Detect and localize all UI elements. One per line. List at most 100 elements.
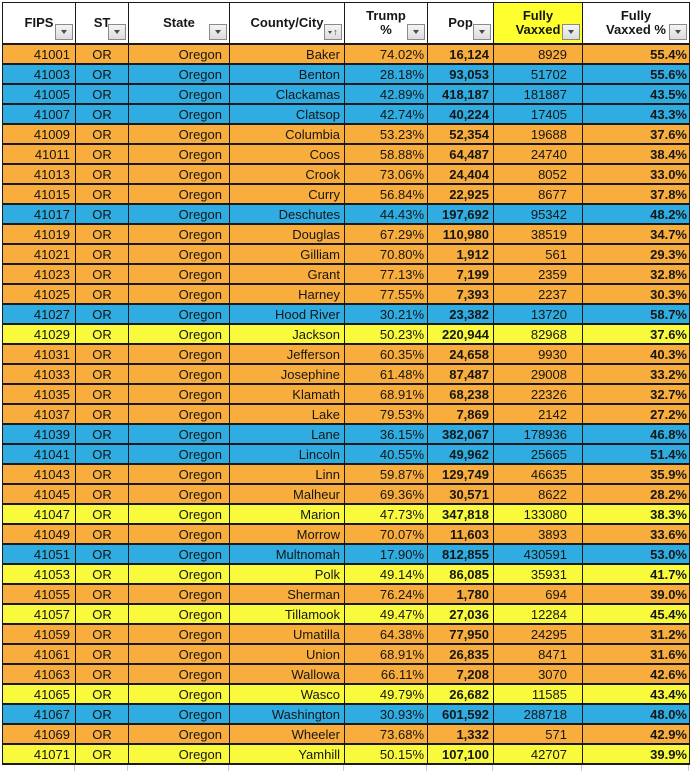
cell-county[interactable]: Union — [230, 645, 345, 665]
cell-st[interactable]: OR — [76, 225, 129, 245]
cell-st[interactable]: OR — [76, 85, 129, 105]
cell-county[interactable]: Wallowa — [230, 665, 345, 685]
cell-state[interactable]: Oregon — [129, 525, 230, 545]
cell-county[interactable]: Grant — [230, 265, 345, 285]
cell-st[interactable]: OR — [76, 45, 129, 65]
cell-county[interactable]: Lincoln — [230, 445, 345, 465]
cell-st[interactable]: OR — [76, 425, 129, 445]
cell-vaxxed_pct[interactable]: 40.3% — [583, 345, 690, 365]
cell-state[interactable]: Oregon — [129, 425, 230, 445]
cell-vaxxed[interactable]: 694 — [494, 585, 583, 605]
cell-st[interactable]: OR — [76, 365, 129, 385]
cell-fips[interactable]: 41023 — [3, 265, 76, 285]
cell-state[interactable]: Oregon — [129, 465, 230, 485]
cell-trump[interactable]: 42.74% — [345, 105, 428, 125]
cell-fips[interactable]: 41031 — [3, 345, 76, 365]
cell-vaxxed[interactable]: 8622 — [494, 485, 583, 505]
cell-vaxxed[interactable]: 19688 — [494, 125, 583, 145]
cell-county[interactable]: Curry — [230, 185, 345, 205]
cell-trump[interactable]: 70.80% — [345, 245, 428, 265]
cell-county[interactable]: Hood River — [230, 305, 345, 325]
cell-st[interactable]: OR — [76, 325, 129, 345]
cell-vaxxed[interactable]: 42707 — [494, 745, 583, 765]
cell-trump[interactable]: 50.15% — [345, 745, 428, 765]
cell-trump[interactable]: 56.84% — [345, 185, 428, 205]
cell-trump[interactable]: 74.02% — [345, 45, 428, 65]
cell-state[interactable]: Oregon — [129, 365, 230, 385]
cell-county[interactable]: Morrow — [230, 525, 345, 545]
cell-state[interactable]: Oregon — [129, 625, 230, 645]
cell-vaxxed_pct[interactable]: 41.7% — [583, 565, 690, 585]
cell-st[interactable]: OR — [76, 605, 129, 625]
cell-pop[interactable]: 24,658 — [428, 345, 494, 365]
cell-vaxxed_pct[interactable]: 35.9% — [583, 465, 690, 485]
cell-county[interactable]: Crook — [230, 165, 345, 185]
cell-vaxxed_pct[interactable]: 45.4% — [583, 605, 690, 625]
cell-vaxxed[interactable]: 288718 — [494, 705, 583, 725]
header-county[interactable]: County/City ↑ — [230, 3, 345, 45]
cell-fips[interactable]: 41071 — [3, 745, 76, 765]
cell-vaxxed[interactable]: 561 — [494, 245, 583, 265]
cell-state[interactable]: Oregon — [129, 205, 230, 225]
cell-county[interactable]: Wasco — [230, 685, 345, 705]
cell-state[interactable]: Oregon — [129, 505, 230, 525]
cell-pop[interactable]: 1,332 — [428, 725, 494, 745]
filter-dropdown-button-state[interactable] — [209, 24, 227, 40]
cell-fips[interactable]: 41005 — [3, 85, 76, 105]
cell-trump[interactable]: 61.48% — [345, 365, 428, 385]
cell-county[interactable]: Polk — [230, 565, 345, 585]
cell-vaxxed[interactable]: 178936 — [494, 425, 583, 445]
cell-trump[interactable]: 67.29% — [345, 225, 428, 245]
cell-county[interactable]: Deschutes — [230, 205, 345, 225]
cell-fips[interactable]: 41051 — [3, 545, 76, 565]
cell-state[interactable]: Oregon — [129, 265, 230, 285]
cell-vaxxed[interactable]: 8677 — [494, 185, 583, 205]
cell-vaxxed[interactable]: 12284 — [494, 605, 583, 625]
cell-pop[interactable]: 23,382 — [428, 305, 494, 325]
cell-state[interactable]: Oregon — [129, 725, 230, 745]
cell-state[interactable]: Oregon — [129, 405, 230, 425]
cell-vaxxed[interactable]: 24740 — [494, 145, 583, 165]
cell-vaxxed[interactable]: 2237 — [494, 285, 583, 305]
cell-st[interactable]: OR — [76, 165, 129, 185]
cell-pop[interactable]: 220,944 — [428, 325, 494, 345]
header-vaxxed[interactable]: Fully Vaxxed — [494, 3, 583, 45]
cell-vaxxed[interactable]: 13720 — [494, 305, 583, 325]
cell-vaxxed_pct[interactable]: 39.0% — [583, 585, 690, 605]
cell-trump[interactable]: 73.06% — [345, 165, 428, 185]
cell-pop[interactable]: 24,404 — [428, 165, 494, 185]
cell-state[interactable]: Oregon — [129, 185, 230, 205]
cell-vaxxed_pct[interactable]: 43.4% — [583, 685, 690, 705]
cell-county[interactable]: Lake — [230, 405, 345, 425]
cell-trump[interactable]: 17.90% — [345, 545, 428, 565]
cell-st[interactable]: OR — [76, 525, 129, 545]
cell-fips[interactable]: 41001 — [3, 45, 76, 65]
cell-state[interactable]: Oregon — [129, 605, 230, 625]
cell-st[interactable]: OR — [76, 565, 129, 585]
cell-pop[interactable]: 22,925 — [428, 185, 494, 205]
cell-fips[interactable]: 41063 — [3, 665, 76, 685]
cell-fips[interactable]: 41057 — [3, 605, 76, 625]
cell-county[interactable]: Washington — [230, 705, 345, 725]
cell-vaxxed[interactable]: 8471 — [494, 645, 583, 665]
cell-fips[interactable]: 41015 — [3, 185, 76, 205]
cell-vaxxed[interactable]: 9930 — [494, 345, 583, 365]
cell-vaxxed[interactable]: 24295 — [494, 625, 583, 645]
cell-trump[interactable]: 79.53% — [345, 405, 428, 425]
cell-fips[interactable]: 41027 — [3, 305, 76, 325]
cell-fips[interactable]: 41007 — [3, 105, 76, 125]
cell-pop[interactable]: 1,780 — [428, 585, 494, 605]
cell-vaxxed_pct[interactable]: 37.8% — [583, 185, 690, 205]
cell-state[interactable]: Oregon — [129, 125, 230, 145]
cell-state[interactable]: Oregon — [129, 225, 230, 245]
cell-trump[interactable]: 59.87% — [345, 465, 428, 485]
cell-st[interactable]: OR — [76, 285, 129, 305]
cell-trump[interactable]: 76.24% — [345, 585, 428, 605]
filter-dropdown-button-vaxxed_pct[interactable] — [669, 24, 687, 40]
cell-st[interactable]: OR — [76, 65, 129, 85]
cell-county[interactable]: Yamhill — [230, 745, 345, 765]
cell-vaxxed_pct[interactable]: 33.0% — [583, 165, 690, 185]
cell-trump[interactable]: 64.38% — [345, 625, 428, 645]
cell-state[interactable]: Oregon — [129, 705, 230, 725]
cell-vaxxed[interactable]: 181887 — [494, 85, 583, 105]
